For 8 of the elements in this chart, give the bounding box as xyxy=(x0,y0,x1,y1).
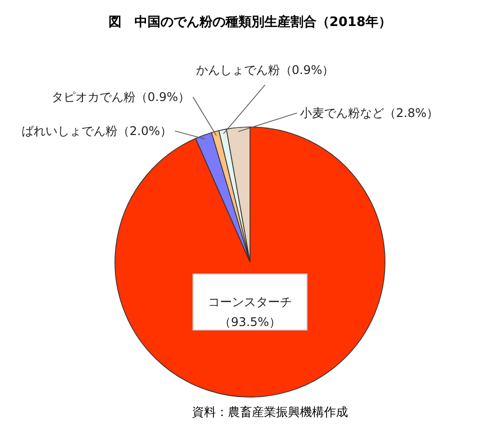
data-label: （93.5%） xyxy=(218,315,282,329)
slice-label: コーンスターチ xyxy=(208,295,292,309)
slice-label: 小麦でん粉など（2.8%） xyxy=(300,106,438,120)
slice-label: ばれいしょでん粉（2.0%） xyxy=(22,124,172,138)
text: 資料：農畜産業振興機構作成 xyxy=(192,405,348,419)
chart-title: 図 中国のでん粉の種類別生産割合（2018年） xyxy=(108,14,392,30)
slice-label: タピオカでん粉（0.9%） xyxy=(52,90,190,104)
slice-label: かんしょでん粉（0.9%） xyxy=(196,63,334,77)
